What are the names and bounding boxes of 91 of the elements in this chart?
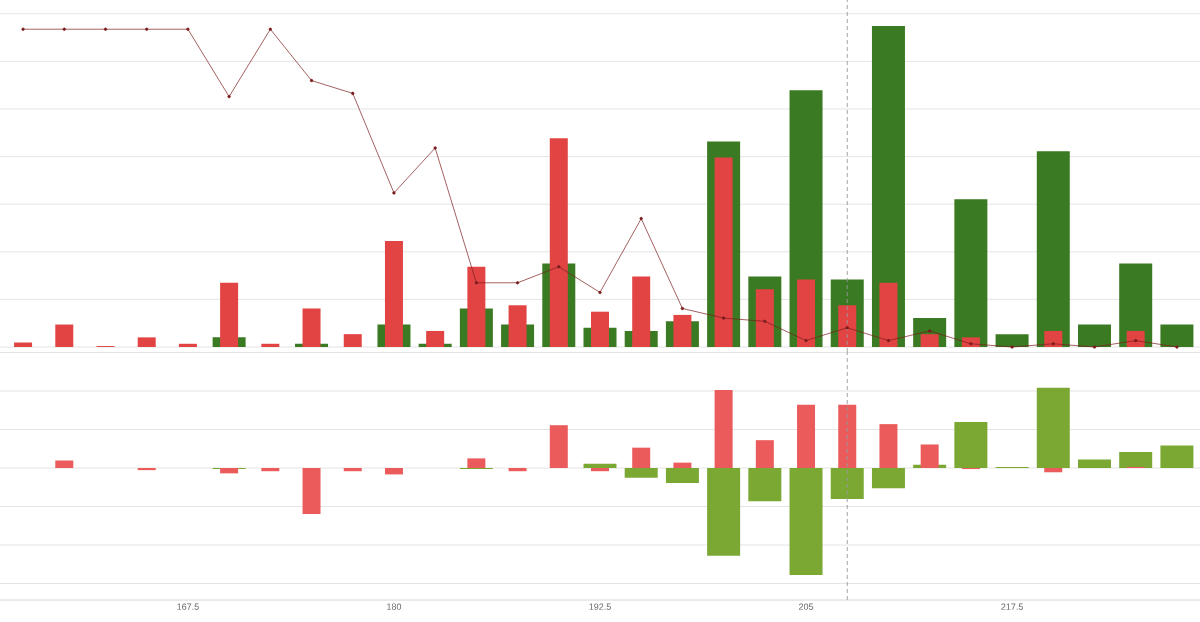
bar [590,468,609,472]
bar [1160,445,1194,468]
bar [178,343,197,347]
point [928,329,932,333]
point [351,91,355,96]
point [1092,345,1097,349]
bar [1036,387,1070,468]
point [1051,342,1055,346]
point [474,281,479,285]
x-tick-label: 167.5 [177,603,199,610]
bar [384,241,403,347]
bar [583,463,617,468]
bar [384,468,403,475]
point [763,319,767,323]
bar [261,468,280,472]
bar [343,334,362,347]
bar [137,468,156,471]
bar [673,462,692,468]
bar [1119,451,1153,468]
point [103,27,108,31]
point [969,342,973,346]
bar [838,305,857,347]
bar [137,337,156,347]
bar [508,468,527,472]
bar [1078,324,1111,347]
point [21,27,25,31]
bar [549,425,568,468]
point [721,316,726,320]
point [433,146,437,150]
point [145,27,149,31]
bar [673,314,692,347]
bar [920,444,939,468]
bar [590,311,609,347]
bar [302,308,321,347]
bar [55,324,74,347]
bar [755,440,774,468]
point [639,216,643,221]
bar [624,468,658,478]
bar [797,404,816,468]
point [557,265,561,269]
point [227,94,231,99]
point [886,338,891,343]
bar [871,468,905,489]
bar [508,305,527,347]
bar [1160,324,1194,347]
bar [954,199,988,347]
bar [426,330,445,347]
point [309,78,314,83]
x-tick-label: 217.5 [1001,603,1023,610]
point [845,326,849,330]
bar [714,157,733,347]
x-tick-label: 180 [387,603,402,610]
bar [220,282,239,347]
bar [755,289,774,347]
bar [797,279,816,347]
point [1175,345,1179,349]
point [268,27,272,31]
bar [707,468,741,556]
bar [467,458,486,468]
bar [879,424,898,468]
bar [714,389,733,468]
bar [789,468,823,575]
bar [748,468,782,502]
point [804,338,808,343]
bar [1044,468,1063,473]
point [680,306,685,311]
point [1010,345,1014,349]
bar [1078,459,1111,468]
bar [549,138,568,347]
point [515,281,520,285]
x-tick-label: 192.5 [589,603,611,610]
bar [1036,151,1070,347]
bar [302,468,321,515]
point [392,191,396,195]
bar [261,343,280,347]
bar [838,404,857,468]
point [598,290,602,295]
bar [632,276,651,347]
bar [55,460,74,468]
bar [220,468,239,474]
point [186,27,190,31]
bar [632,447,651,468]
x-tick-label: 205 [798,603,814,610]
bar [467,266,486,347]
bar [665,468,699,483]
bar [920,334,939,347]
bar [954,421,988,468]
bar [879,282,898,347]
bar [343,468,362,472]
bar [830,468,864,500]
point [62,27,66,31]
